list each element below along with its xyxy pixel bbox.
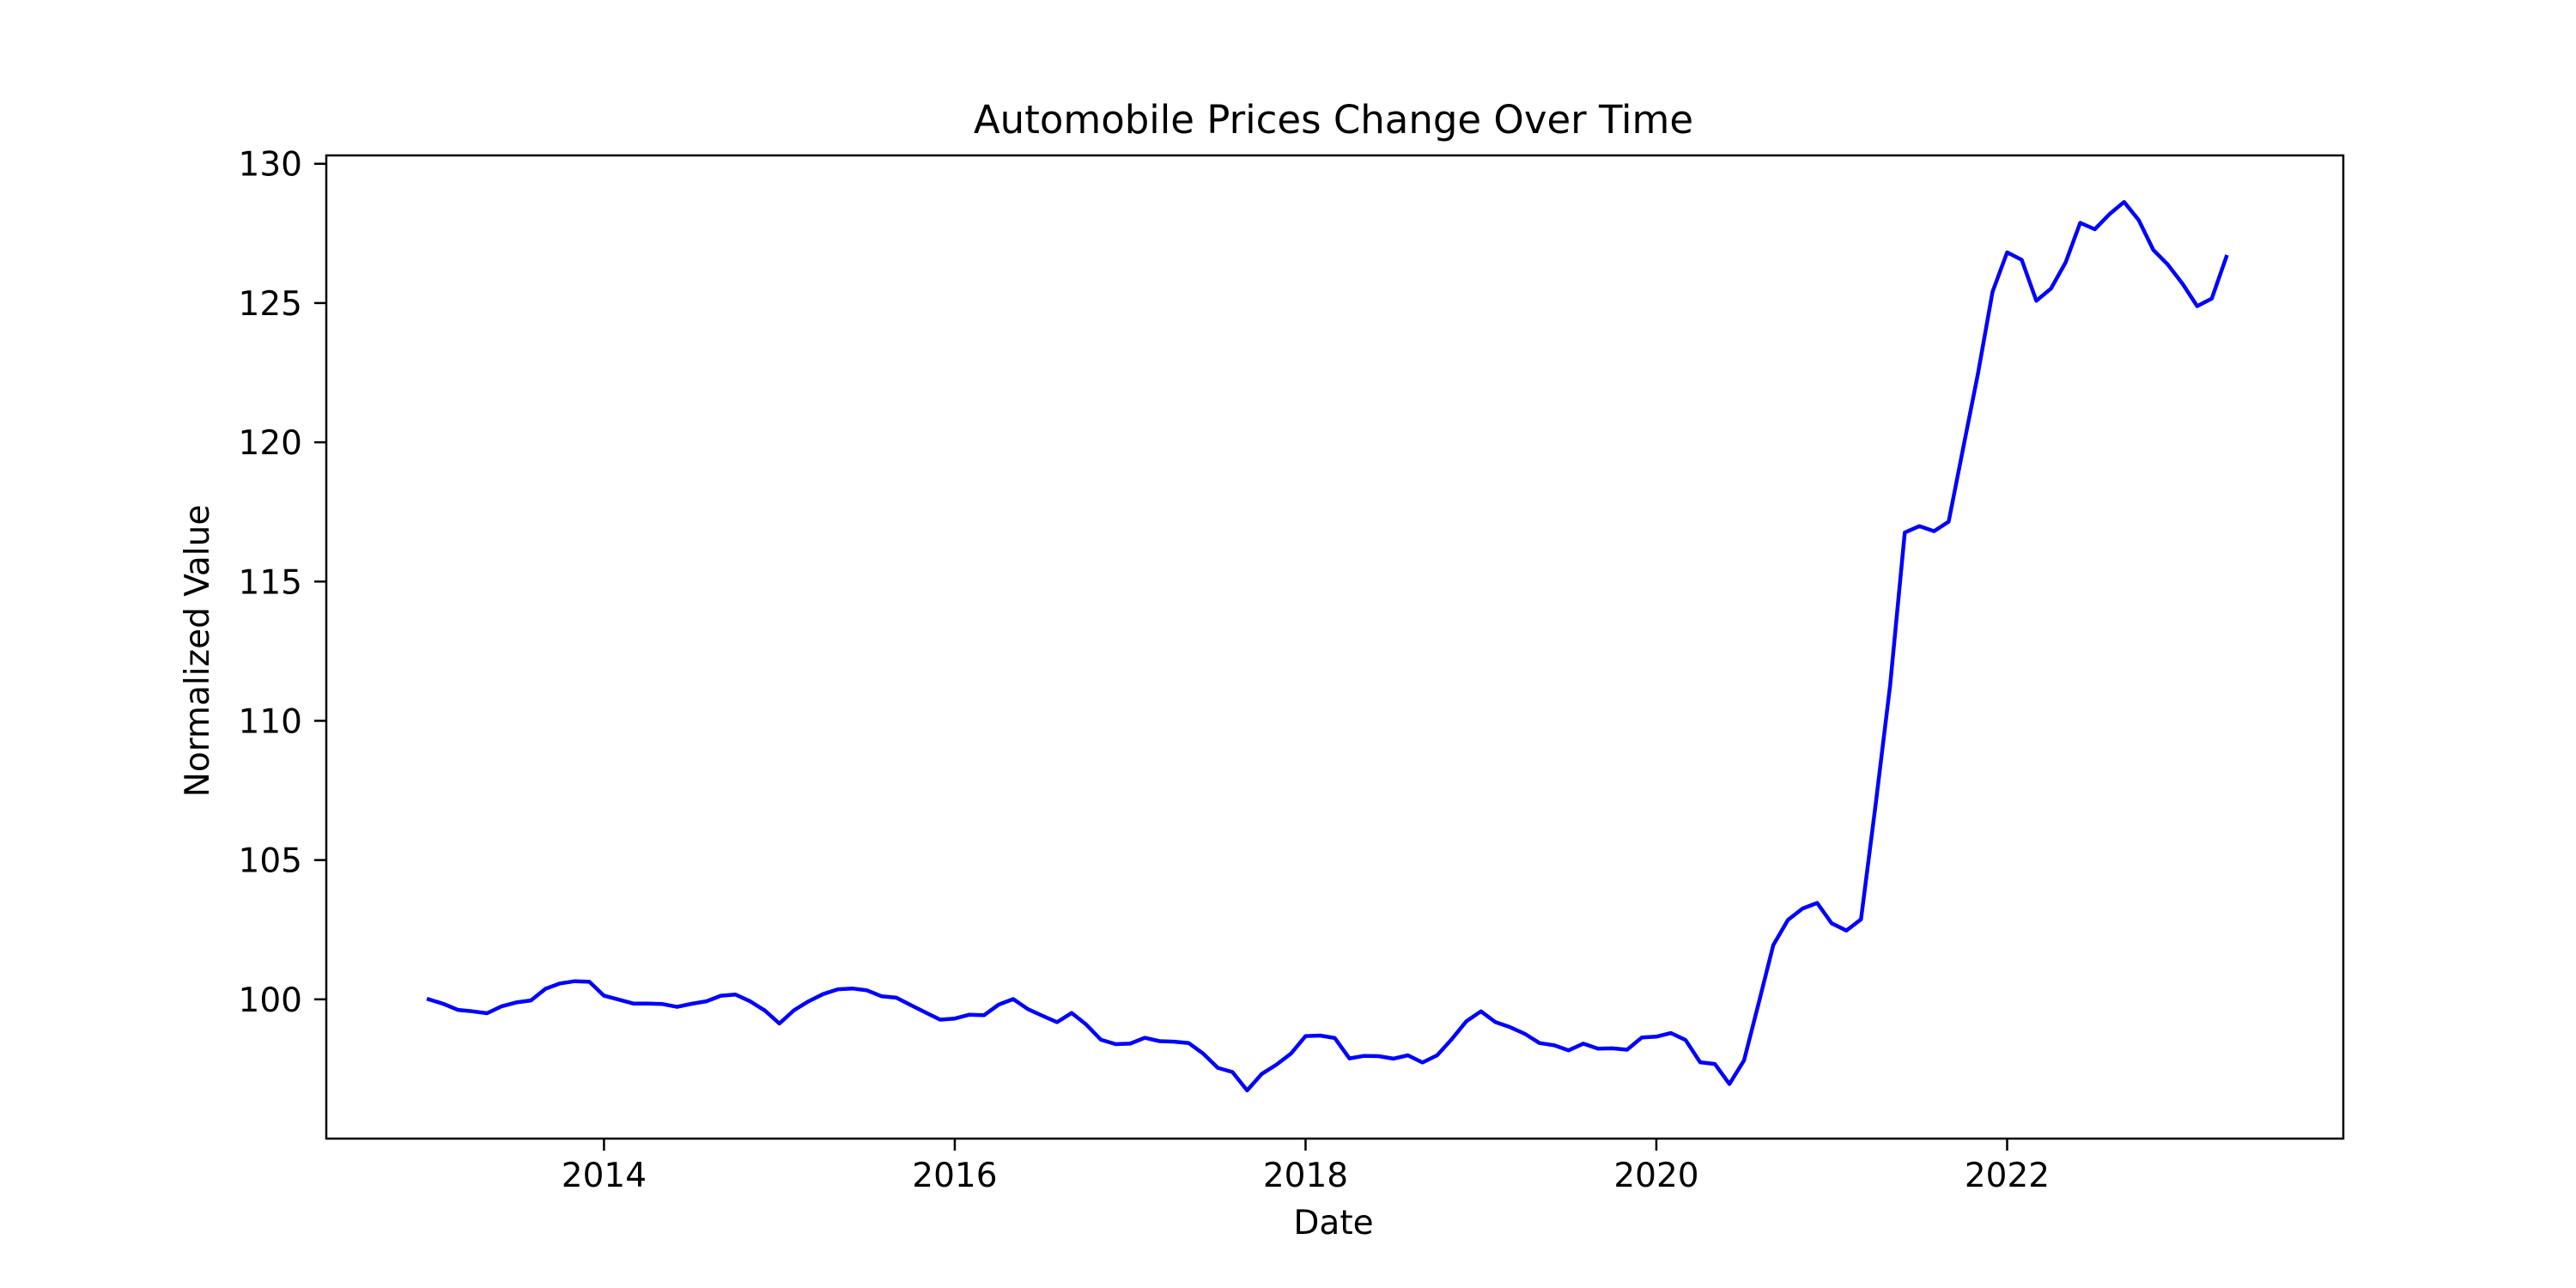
series-line-layer xyxy=(426,199,2229,1093)
x-tick-label: 2022 xyxy=(1965,1157,2050,1195)
x-tick-label: 2014 xyxy=(562,1157,647,1195)
x-tick-label: 2016 xyxy=(912,1157,997,1195)
x-tick-label: 2020 xyxy=(1613,1157,1698,1195)
y-tick-label: 100 xyxy=(239,981,302,1020)
x-axis: 2014 2016 2018 2020 2022 xyxy=(562,1139,2050,1195)
plot-area-frame xyxy=(325,154,2345,1140)
chart-title: Automobile Prices Change Over Time xyxy=(974,97,1693,143)
series-line-0 xyxy=(426,199,2229,1093)
y-tick-label: 105 xyxy=(239,842,302,881)
y-tick-label: 110 xyxy=(239,702,302,741)
x-tick-label: 2018 xyxy=(1263,1157,1348,1195)
y-axis: 100 105 110 115 120 125 130 xyxy=(239,146,326,1020)
y-tick-label: 125 xyxy=(239,285,302,324)
y-tick-label: 120 xyxy=(239,424,302,463)
y-axis-label: Normalized Value xyxy=(179,505,217,798)
y-tick-label: 115 xyxy=(239,563,302,602)
y-tick-label: 130 xyxy=(239,146,302,185)
x-axis-label: Date xyxy=(1293,1204,1373,1242)
